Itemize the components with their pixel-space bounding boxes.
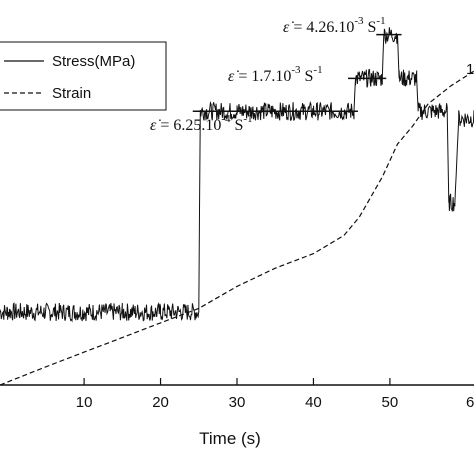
- right-edge-glyph: 1: [466, 61, 474, 78]
- strain-rate-2-unit: S: [301, 68, 314, 85]
- strain-rate-label-2: ε̇ = 1.7.10-3 S-1: [228, 64, 323, 85]
- strain-rate-3-unit-exp: -1: [376, 15, 385, 27]
- strain-rate-annotations: ε̇ = 6.25.10-4 S-1 ε̇ = 1.7.10-3 S-1 ε̇ …: [150, 15, 386, 134]
- x-tick-label: 40: [305, 394, 322, 411]
- strain-rate-3-exp: -3: [354, 15, 364, 27]
- legend-label-stress: Stress(MPa): [52, 53, 135, 70]
- strain-rate-2-unit-exp: -1: [313, 64, 322, 76]
- strain-rate-1-base: 6.25.10: [173, 117, 221, 134]
- x-axis-title: Time (s): [199, 429, 261, 448]
- x-ticks: 10 20 30 40 50 6: [76, 378, 474, 411]
- x-tick-label: 10: [76, 394, 93, 411]
- x-tick-label-cut: 6: [466, 394, 474, 411]
- plot-area: [0, 27, 474, 386]
- strain-rate-3-base: 4.26.10: [306, 19, 354, 36]
- x-tick-label: 50: [382, 394, 399, 411]
- legend-label-strain: Strain: [52, 85, 91, 102]
- strain-rate-1-exp: -4: [221, 113, 231, 125]
- strain-rate-1-unit-exp: -1: [243, 113, 252, 125]
- strain-rate-label-3: ε̇ = 4.26.10-3 S-1: [283, 15, 386, 36]
- strain-rate-label-1: ε̇ = 6.25.10-4 S-1: [150, 113, 253, 134]
- strain-rate-2-exp: -3: [291, 64, 301, 76]
- x-tick-label: 20: [152, 394, 169, 411]
- legend-box: [0, 41, 167, 111]
- strain-rate-1-unit: S: [231, 117, 244, 134]
- legend: Stress(MPa) Strain: [0, 41, 167, 111]
- series-line-stress: [0, 27, 474, 323]
- x-tick-label: 30: [229, 394, 246, 411]
- series-line-strain: [0, 70, 474, 386]
- strain-rate-2-base: 1.7.10: [251, 68, 291, 85]
- strain-rate-3-unit: S: [364, 19, 377, 36]
